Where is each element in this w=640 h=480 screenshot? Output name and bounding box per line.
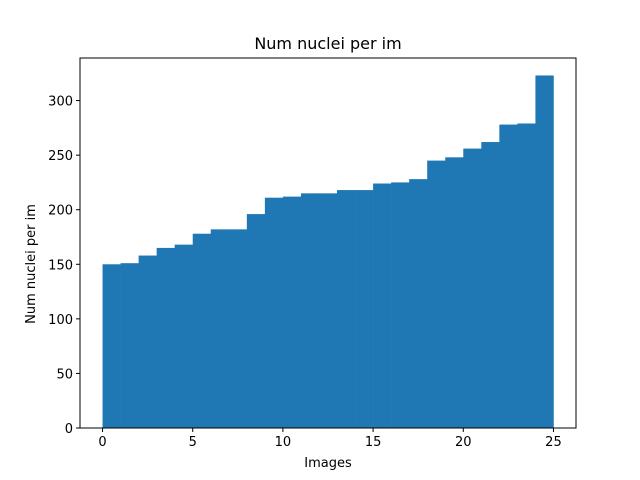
x-axis-ticks: 0 5 10 15 20 25 (98, 428, 562, 450)
y-tick-label: 150 (48, 258, 73, 273)
y-axis-label: Num nuclei per im (24, 204, 39, 324)
bar-11 (300, 193, 320, 428)
bar-18 (427, 160, 446, 428)
bar-1 (120, 263, 139, 428)
bar-21 (481, 142, 500, 428)
bar-23 (517, 123, 536, 428)
bars (102, 75, 554, 428)
bar-0 (102, 264, 121, 428)
bar-12 (318, 193, 338, 428)
bar-17 (409, 179, 428, 428)
y-tick-label: 0 (65, 422, 73, 437)
bar-15 (373, 183, 392, 428)
x-tick-label: 15 (365, 435, 382, 450)
x-tick-label: 10 (275, 435, 292, 450)
bar-5 (192, 233, 212, 428)
bar-9 (264, 197, 284, 428)
bar-10 (282, 196, 302, 428)
x-axis-label: Images (304, 456, 352, 471)
plot-frame (79, 57, 577, 429)
bar-19 (445, 157, 464, 428)
x-tick-label: 5 (189, 435, 197, 450)
x-tick-label: 25 (545, 435, 562, 450)
y-tick-label: 250 (48, 149, 73, 164)
y-tick-label: 50 (56, 367, 73, 382)
y-tick-label: 200 (48, 204, 73, 219)
bar-24 (535, 75, 554, 428)
bar-2 (138, 255, 157, 428)
bar-6 (210, 229, 230, 428)
bar-4 (174, 244, 194, 428)
x-tick-label: 20 (455, 435, 472, 450)
bar-20 (463, 148, 482, 428)
bar-16 (391, 182, 410, 428)
bar-3 (156, 247, 175, 428)
bar-13 (337, 190, 356, 428)
bar-22 (499, 124, 518, 428)
x-tick-label: 0 (98, 435, 106, 450)
y-axis-ticks: 0 50 100 150 200 250 300 (48, 95, 80, 437)
y-tick-label: 100 (48, 313, 73, 328)
bar-8 (246, 214, 266, 428)
y-tick-label: 300 (48, 95, 73, 110)
chart-title: Num nuclei per im (254, 34, 401, 53)
bar-14 (355, 190, 374, 428)
bar-7 (228, 229, 248, 428)
